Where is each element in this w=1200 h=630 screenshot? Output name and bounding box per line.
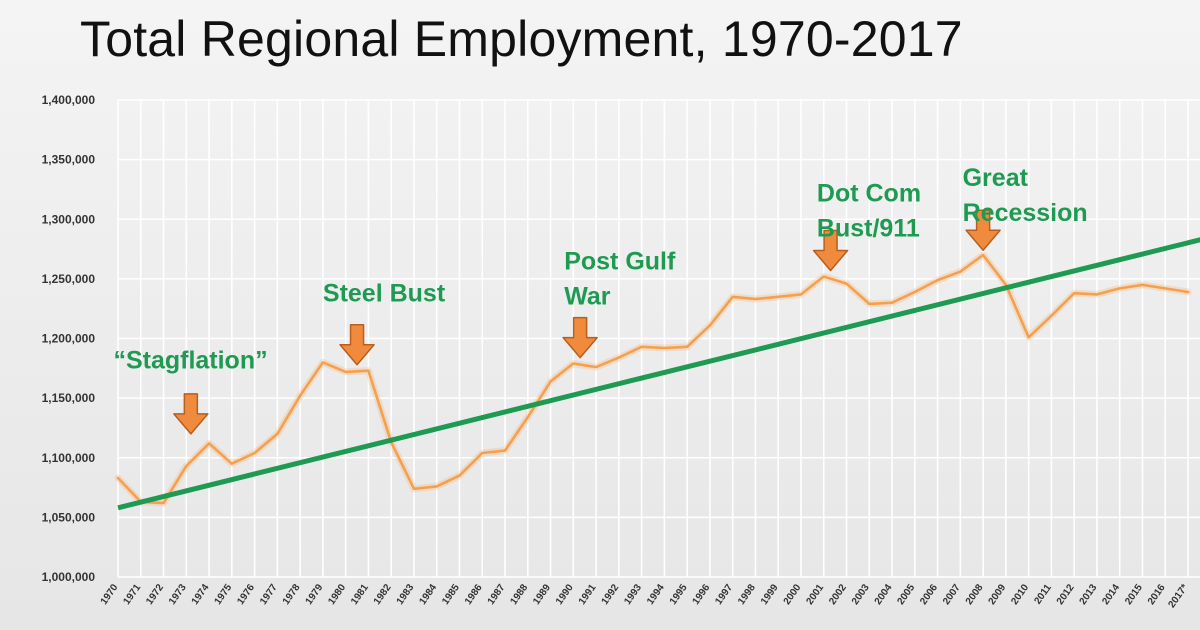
x-tick-label: 1982 <box>372 582 394 607</box>
down-arrow-icon <box>812 229 849 272</box>
x-tick-label: 2000 <box>782 582 804 607</box>
y-tick-label: 1,150,000 <box>42 391 96 405</box>
y-axis: 1,000,000 1,050,000 1,100,000 1,150,000 1,20… <box>42 93 96 584</box>
x-tick-label: 1974 <box>190 582 212 607</box>
x-tick-label: 2016 <box>1146 582 1168 607</box>
x-tick-label: 1990 <box>554 582 576 607</box>
x-tick-label: 1972 <box>144 582 166 607</box>
y-tick-label: 1,050,000 <box>42 510 96 524</box>
annotation-label: “Stagflation” <box>113 346 267 374</box>
x-tick-label: 2006 <box>918 582 940 607</box>
x-tick-label: 2004 <box>873 582 895 607</box>
x-tick-label: 2012 <box>1055 582 1077 607</box>
y-tick-label: 1,250,000 <box>42 272 96 286</box>
x-tick-label: 1998 <box>736 582 758 607</box>
annotation-label: Great <box>963 164 1029 192</box>
y-tick-label: 1,300,000 <box>42 212 96 226</box>
annotation-label: War <box>564 282 611 310</box>
annotation-label: Dot Com <box>817 179 921 207</box>
down-arrow-icon <box>562 316 598 359</box>
x-tick-label: 2003 <box>850 582 872 607</box>
x-tick-label: 2014 <box>1100 582 1122 607</box>
x-tick-label: 1996 <box>691 582 713 607</box>
x-tick-label: 1973 <box>167 582 189 607</box>
x-tick-label: 1992 <box>600 582 622 607</box>
x-tick-label: 1987 <box>486 582 508 607</box>
annotation-label: Recession <box>963 199 1088 227</box>
x-tick-label: 1999 <box>759 582 781 607</box>
x-tick-label: 1991 <box>577 582 599 607</box>
x-tick-label: 1984 <box>417 582 439 607</box>
x-tick-label: 1986 <box>463 582 485 607</box>
x-tick-label: 1997 <box>713 582 735 607</box>
trend-line <box>117 237 1200 511</box>
x-tick-label: 2009 <box>987 582 1009 607</box>
x-tick-label: 1983 <box>395 582 417 607</box>
x-tick-label: 1979 <box>304 582 326 607</box>
x-tick-label: 1995 <box>668 582 690 607</box>
y-tick-label: 1,000,000 <box>42 570 96 584</box>
grid-lines <box>117 99 1200 578</box>
x-tick-label: 2017* <box>1166 582 1190 610</box>
employment-line <box>116 253 1190 505</box>
x-tick-label: 2010 <box>1009 582 1031 607</box>
x-tick-label: 1981 <box>349 582 371 607</box>
down-arrow-icon <box>339 323 375 366</box>
x-tick-label: 1976 <box>235 582 257 607</box>
x-tick-label: 2005 <box>895 582 917 607</box>
x-tick-label: 1977 <box>258 582 280 607</box>
x-tick-label: 2002 <box>827 582 849 607</box>
x-tick-label: 1985 <box>440 582 462 607</box>
annotation-label: Bust/911 <box>817 214 920 242</box>
x-tick-label: 2013 <box>1078 582 1100 607</box>
x-tick-label: 2008 <box>964 582 986 607</box>
down-arrow-icon <box>173 393 209 435</box>
x-tick-label: 1978 <box>281 582 303 607</box>
y-tick-label: 1,400,000 <box>42 93 96 107</box>
x-tick-label: 1988 <box>508 582 530 607</box>
x-tick-label: 2007 <box>941 582 963 607</box>
x-tick-label: 1970 <box>99 582 121 607</box>
x-tick-label: 1994 <box>645 582 667 607</box>
annotations: “Stagflation” Steel Bust Post Gulf War Dot C… <box>113 164 1088 435</box>
y-tick-label: 1,200,000 <box>42 332 96 346</box>
chart-title: Total Regional Employment, 1970-2017 <box>80 11 963 67</box>
y-tick-label: 1,100,000 <box>42 451 96 465</box>
x-tick-label: 1975 <box>213 582 235 607</box>
series-layer <box>114 237 1200 511</box>
y-tick-label: 1,350,000 <box>42 153 96 167</box>
x-tick-label: 1993 <box>622 582 644 607</box>
down-arrow-icon <box>965 209 1001 252</box>
x-tick-label: 2001 <box>804 582 826 607</box>
x-axis: 1970 1971 1972 1973 1974 1975 1976 1977 1978 1979… <box>99 582 1191 610</box>
x-tick-label: 2015 <box>1123 582 1145 607</box>
x-tick-label: 1980 <box>326 582 348 607</box>
x-tick-label: 2011 <box>1032 582 1054 606</box>
annotation-label: Post Gulf <box>564 247 676 275</box>
x-tick-label: 1989 <box>531 582 553 607</box>
x-tick-label: 1971 <box>121 582 143 607</box>
annotation-label: Steel Bust <box>323 280 446 308</box>
